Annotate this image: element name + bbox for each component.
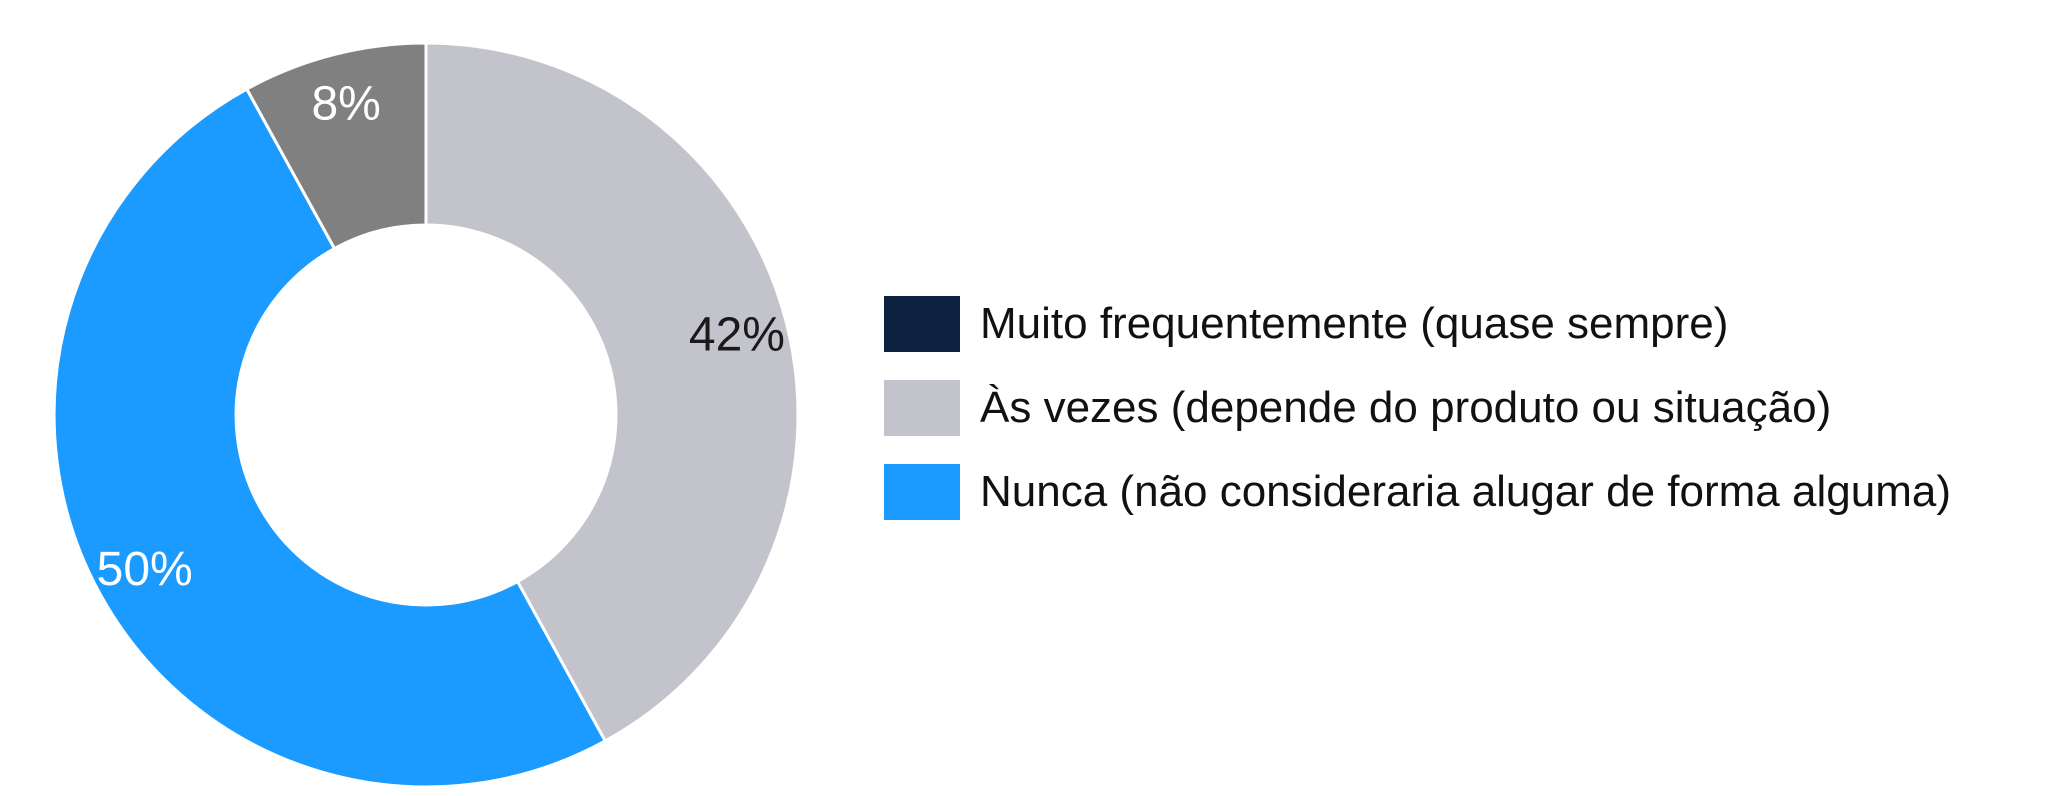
donut-slice (52, 86, 608, 789)
slice-label: 50% (97, 543, 193, 596)
chart-legend: Muito frequentemente (quase sempre) Às v… (884, 282, 1951, 534)
legend-label: Muito frequentemente (quase sempre) (980, 299, 1729, 348)
legend-swatch (884, 380, 960, 436)
legend-label: Nunca (não consideraria alugar de forma … (980, 467, 1951, 516)
donut-slice (424, 41, 800, 744)
legend-item: Muito frequentemente (quase sempre) (884, 282, 1951, 366)
slice-label: 42% (689, 309, 785, 362)
donut-chart: 42% 50% 8% (52, 41, 800, 789)
legend-label: Às vezes (depende do produto ou situação… (980, 383, 1832, 432)
legend-swatch (884, 296, 960, 352)
slice-label: 8% (311, 78, 380, 131)
legend-item: Às vezes (depende do produto ou situação… (884, 366, 1951, 450)
legend-item: Nunca (não consideraria alugar de forma … (884, 450, 1951, 534)
legend-swatch (884, 464, 960, 520)
donut-slice (244, 41, 428, 251)
